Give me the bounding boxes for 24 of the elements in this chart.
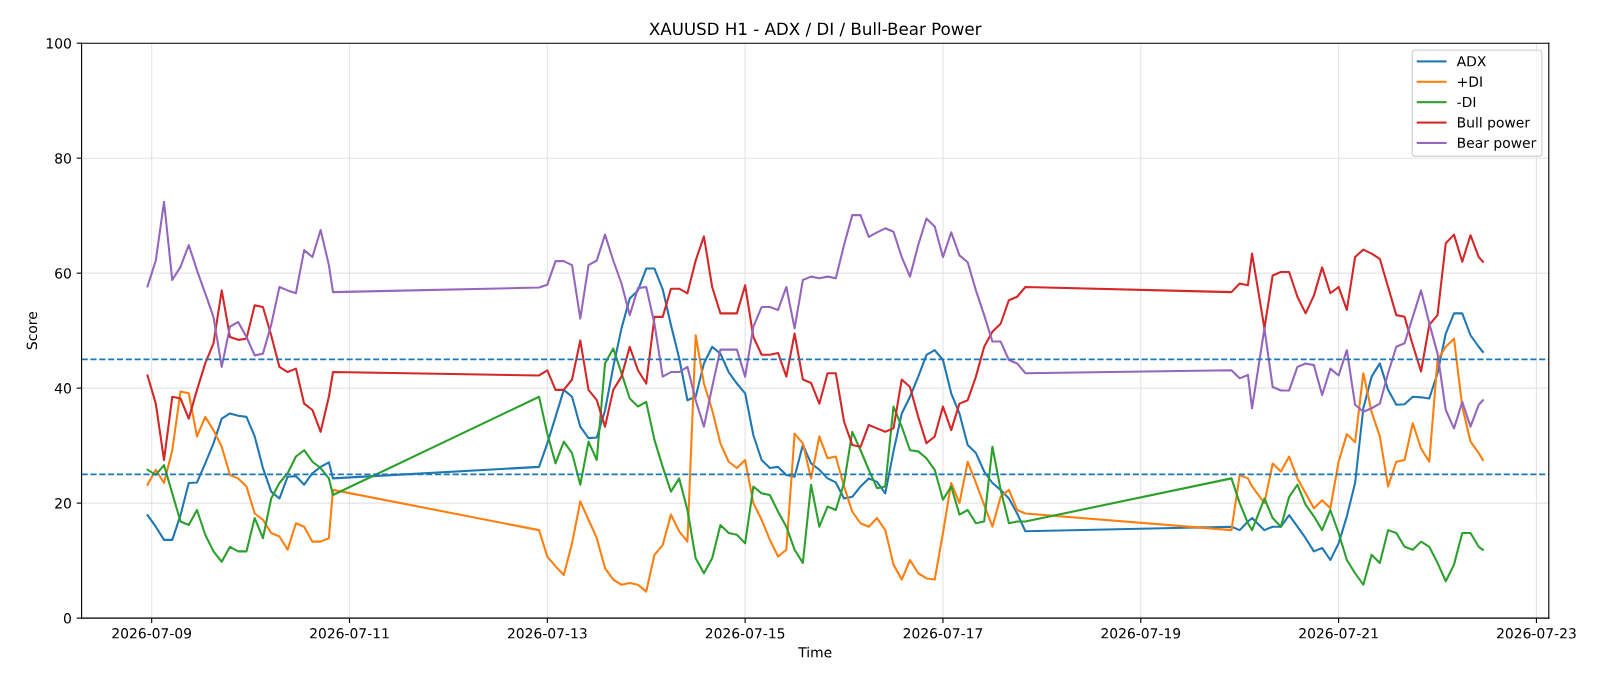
legend-label: +DI — [1458, 76, 1482, 87]
y-tick-label: 20 — [55, 498, 71, 509]
x-axis-title: Time — [798, 646, 832, 658]
x-tick-label: 2026-07-09 — [112, 628, 192, 639]
y-tick-label: 40 — [54, 383, 71, 394]
y-tick-label: 80 — [55, 153, 71, 164]
x-tick-label: 2026-07-17 — [903, 628, 983, 639]
y-axis-title: Score — [26, 311, 38, 350]
x-tick-label: 2026-07-23 — [1497, 628, 1576, 639]
line-series — [146, 233, 1484, 462]
legend-label: Bull power — [1458, 116, 1531, 131]
legend-label: ADX — [1456, 56, 1486, 67]
x-tick-label: 2026-07-19 — [1101, 628, 1181, 639]
y-tick-label: 100 — [46, 38, 71, 49]
x-tick-label: 2026-07-21 — [1299, 628, 1378, 639]
chart-title: XAUUSD H1 - ADX / DI / Bull-Bear Power — [649, 22, 982, 37]
legend-label: Bear power — [1458, 137, 1537, 151]
x-tick-label: 2026-07-11 — [310, 628, 389, 639]
x-tick-label: 2026-07-15 — [705, 628, 785, 639]
y-tick-label: 60 — [55, 268, 71, 279]
x-tick-label: 2026-07-13 — [507, 628, 587, 639]
line-series — [146, 200, 1484, 430]
legend-label: -DI — [1457, 96, 1476, 108]
y-tick-label: 0 — [63, 613, 71, 624]
